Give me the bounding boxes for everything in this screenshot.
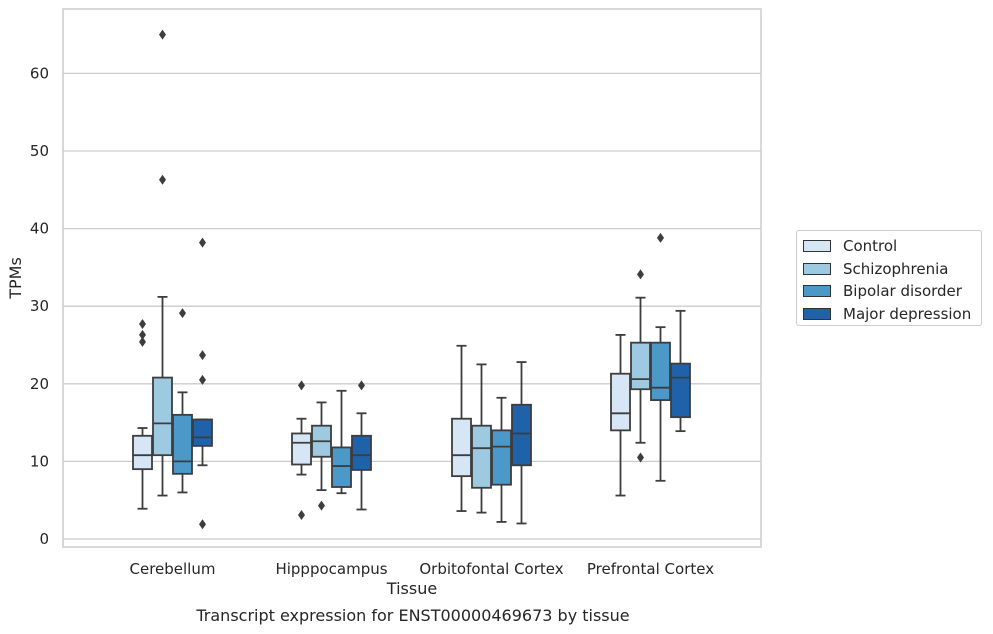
box [451,344,472,512]
legend-label: Bipolar disorder [843,282,962,301]
legend-swatch-major-depression [803,307,831,320]
box-body [192,418,213,447]
outlier-point [199,237,206,248]
box [192,237,213,530]
legend-swatch-schizophrenia [803,262,831,275]
y-tick-label: 0 [39,530,49,548]
box-body [132,434,153,471]
box-body [331,446,352,488]
outlier-point [159,174,166,185]
legend-label: Control [843,237,898,256]
box [291,380,312,520]
legend: Control Schizophrenia Bipolar disorder M… [796,230,982,326]
legend-item-major-depression: Major depression [803,303,981,326]
gridlines [63,72,761,540]
box-body [491,429,512,486]
y-axis-label: TPMs [6,257,25,300]
outlier-point [358,380,365,391]
legend-item-schizophrenia: Schizophrenia [803,258,981,281]
outlier-point [159,29,166,40]
boxes [132,29,691,530]
box [670,309,691,433]
box [351,380,372,511]
x-tick-label: Prefrontal Cortex [587,560,714,578]
x-tick-labels: Cerebellum Hipppocampus Orbitofontal Corte… [130,560,715,578]
box-body [610,372,631,432]
x-tick-label: Cerebellum [130,560,216,578]
outlier-point [637,452,644,463]
y-tick-label: 20 [30,375,49,393]
y-tick-label: 40 [30,220,49,238]
outlier-point [139,329,146,340]
box-body [650,341,671,401]
plot-frame [62,8,762,548]
box [331,389,352,495]
box-body [351,434,372,471]
box-body [152,376,173,457]
box-body [451,417,472,478]
legend-item-bipolar-disorder: Bipolar disorder [803,280,981,303]
outlier-point [139,336,146,347]
outlier-point [199,350,206,361]
y-tick-label: 30 [30,297,49,315]
box-body [670,362,691,419]
outlier-point [637,269,644,280]
box-body [172,413,193,475]
outlier-point [318,500,325,511]
outlier-point [199,519,206,530]
outlier-point [657,232,664,243]
legend-item-control: Control [803,235,981,258]
box [152,29,173,497]
outlier-point [298,509,305,520]
legend-swatch-bipolar-disorder [803,285,831,298]
legend-swatch-control [803,240,831,253]
box [471,363,492,514]
x-tick-label: Orbitofontal Cortex [419,560,563,578]
box-body [291,432,312,466]
box [650,232,671,482]
box [630,269,651,463]
y-tick-labels: 0 10 20 30 40 50 60 [30,64,49,548]
outlier-point [179,308,186,319]
outlier-point [199,374,206,385]
outlier-point [139,319,146,330]
outlier-point [298,380,305,391]
box [491,396,512,523]
x-axis-label: Tissue [386,579,437,598]
x-tick-label: Hipppocampus [275,560,387,578]
box-body [511,403,532,467]
box [172,308,193,494]
y-tick-label: 60 [30,64,49,82]
box-body [471,424,492,489]
chart-title: Transcript expression for ENST0000046967… [196,606,630,625]
box-body [630,341,651,391]
box [132,319,153,510]
legend-label: Schizophrenia [843,259,949,278]
y-tick-label: 10 [30,452,49,470]
y-tick-label: 50 [30,142,49,160]
box [610,334,631,497]
legend-label: Major depression [843,304,972,323]
box [511,361,532,525]
box [311,401,332,511]
